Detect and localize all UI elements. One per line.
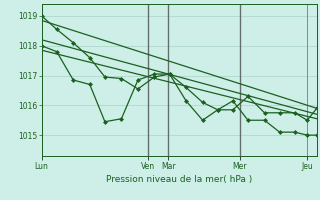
X-axis label: Pression niveau de la mer( hPa ): Pression niveau de la mer( hPa ) [106, 175, 252, 184]
